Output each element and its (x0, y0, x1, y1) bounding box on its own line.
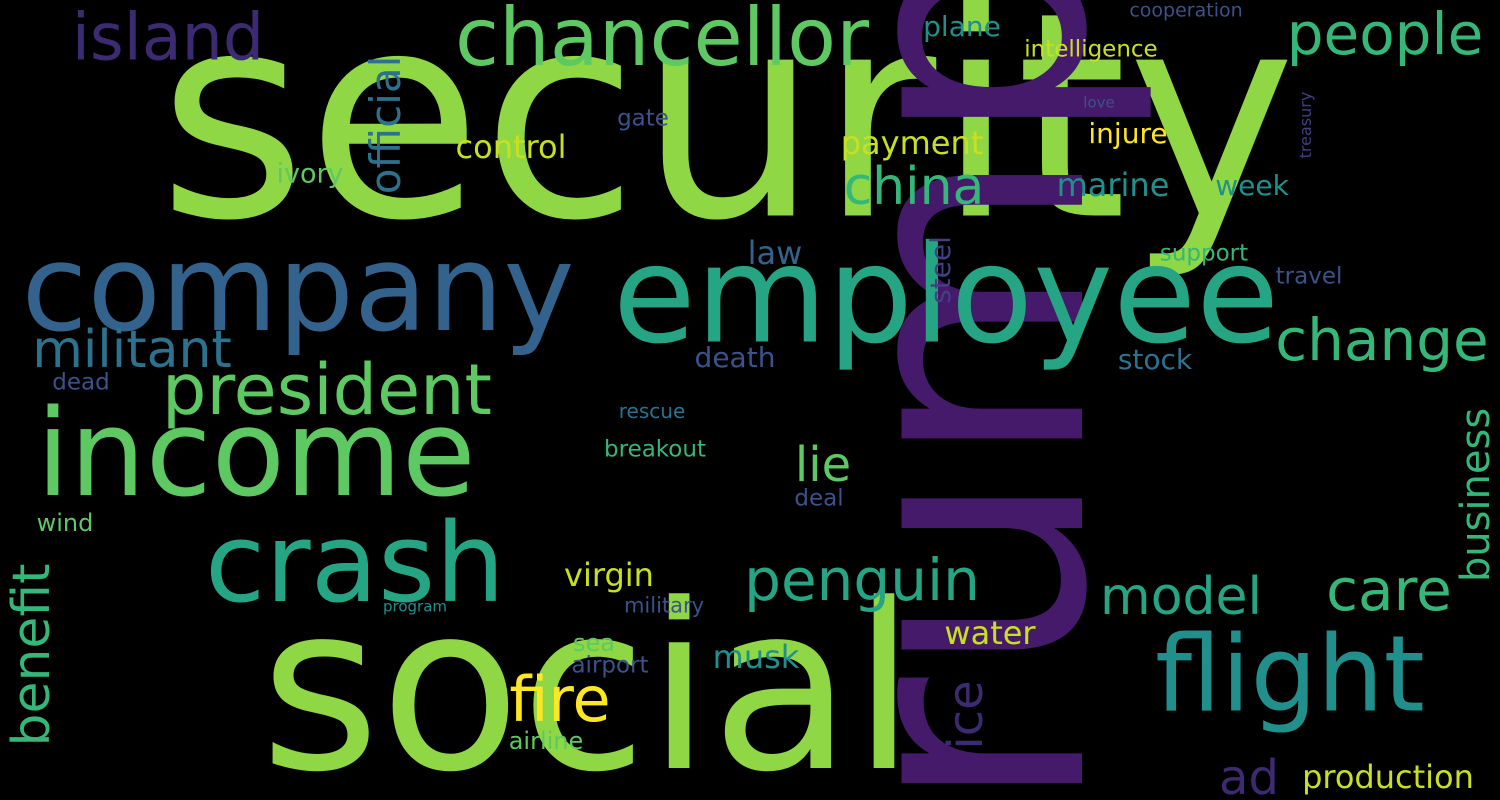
word-sea: sea (573, 629, 615, 657)
word-law: law (747, 234, 803, 272)
word-model: model (1100, 567, 1262, 627)
word-penguin: penguin (744, 546, 980, 614)
word-chancellor: chancellor (455, 0, 869, 84)
word-care: care (1326, 556, 1452, 624)
word-deal: deal (794, 485, 844, 512)
word-ivory: ivory (276, 158, 344, 190)
word-death: death (694, 341, 776, 374)
word-business: business (1453, 407, 1499, 583)
word-musk: musk (712, 638, 800, 676)
word-ad: ad (1219, 750, 1279, 800)
word-support: support (1159, 240, 1249, 267)
word-ice: ice (938, 680, 994, 750)
word-rescue: rescue (618, 399, 686, 423)
word-program: program (382, 597, 448, 616)
word-change: change (1275, 306, 1489, 374)
word-income: income (36, 385, 476, 524)
word-payment: payment (840, 124, 984, 162)
word-military: military (623, 593, 705, 618)
word-love: love (1083, 93, 1115, 112)
word-crash: crash (204, 499, 506, 627)
word-security: security (158, 0, 1296, 284)
word-airline: airline (508, 727, 584, 755)
word-official: official (361, 55, 410, 195)
word-lie: lie (794, 437, 852, 493)
word-benefit: benefit (2, 563, 62, 747)
word-breakout: breakout (604, 436, 706, 463)
word-steel: steel (924, 236, 957, 304)
word-company: company (21, 220, 575, 359)
word-airport: airport (571, 652, 649, 679)
word-cooperation: cooperation (1129, 0, 1243, 22)
word-gate: gate (617, 105, 669, 132)
word-people: people (1286, 0, 1484, 68)
word-china: china (843, 157, 985, 217)
word-employee: employee (612, 216, 1280, 374)
word-social: social (260, 556, 916, 800)
word-week: week (1215, 169, 1289, 202)
word-flight: flight (1155, 613, 1425, 736)
word-dead: dead (52, 369, 110, 396)
word-wind: wind (36, 509, 94, 537)
word-intelligence: intelligence (1024, 36, 1158, 63)
word-president: president (162, 349, 492, 431)
word-production: production (1302, 758, 1474, 796)
word-injure: injure (1088, 117, 1168, 150)
word-stock: stock (1117, 343, 1193, 376)
word-travel: travel (1275, 263, 1343, 290)
word-island: island (71, 0, 265, 76)
word-marine: marine (1056, 166, 1170, 204)
word-plane: plane (923, 10, 1001, 43)
word-militant: militant (32, 320, 232, 380)
word-virgin: virgin (564, 556, 654, 594)
word-fire: fire (509, 663, 611, 736)
word-treasury: treasury (1296, 91, 1315, 159)
word-water: water (944, 614, 1036, 652)
word-control: control (455, 128, 567, 166)
